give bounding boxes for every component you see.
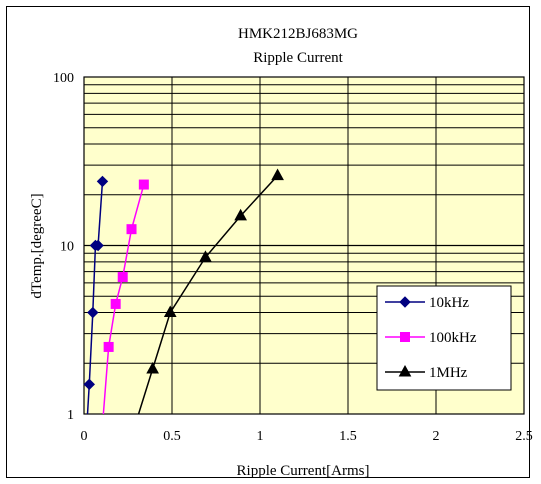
square-marker	[103, 341, 114, 352]
triangle-marker	[234, 208, 247, 221]
legend-label: 1MHz	[429, 365, 468, 381]
square-marker	[110, 298, 121, 309]
legend-item-10kHz: 10kHz	[385, 295, 469, 311]
triangle-marker	[199, 250, 212, 262]
x-axis-label: Ripple Current[Arms]	[237, 463, 370, 479]
diamond-marker	[83, 378, 95, 391]
diamond-marker	[92, 239, 104, 252]
x-tick-label: 2	[433, 429, 440, 444]
series-10kHz	[83, 175, 109, 415]
legend-item-100kHz: 100kHz	[385, 330, 477, 346]
chart-subtitle: Ripple Current	[253, 50, 343, 66]
x-tick-label: 1.5	[339, 429, 357, 444]
series-layer	[83, 168, 284, 415]
triangle-marker	[271, 168, 284, 181]
y-axis-label: dTemp.[degreeC]	[29, 193, 45, 298]
legend-label: 10kHz	[429, 295, 469, 311]
legend-label: 100kHz	[429, 330, 477, 346]
square-marker	[126, 224, 137, 235]
y-tick-label: 10	[60, 240, 74, 255]
series-100kHz	[102, 179, 149, 415]
series-line	[137, 175, 279, 415]
x-tick-label: 2.5	[515, 429, 533, 444]
chart-title: HMK212BJ683MG	[238, 26, 358, 42]
plot-border	[83, 76, 525, 415]
series-line	[102, 184, 145, 415]
diamond-marker	[399, 296, 411, 308]
legend-item-1MHz: 1MHz	[385, 364, 468, 381]
diamond-marker	[87, 306, 99, 319]
diamond-marker	[96, 175, 109, 188]
square-marker	[138, 179, 149, 190]
y-tick-label: 1	[67, 408, 74, 423]
axes	[83, 76, 525, 415]
x-tick-label: 1	[257, 429, 264, 444]
triangle-marker	[163, 305, 177, 318]
y-tick-label: 100	[53, 71, 74, 86]
triangle-marker	[398, 364, 412, 377]
x-tick-label: 0	[81, 429, 88, 444]
series-1MHz	[137, 168, 284, 415]
triangle-marker	[146, 361, 159, 374]
legend: 10kHz 100kHz 1MHz	[376, 285, 512, 391]
tick-labels: 0 0.5 1 1.5 2 2.5 1 10 100	[53, 71, 533, 444]
square-marker	[117, 272, 128, 283]
square-marker	[400, 332, 410, 342]
x-tick-label: 0.5	[163, 429, 181, 444]
